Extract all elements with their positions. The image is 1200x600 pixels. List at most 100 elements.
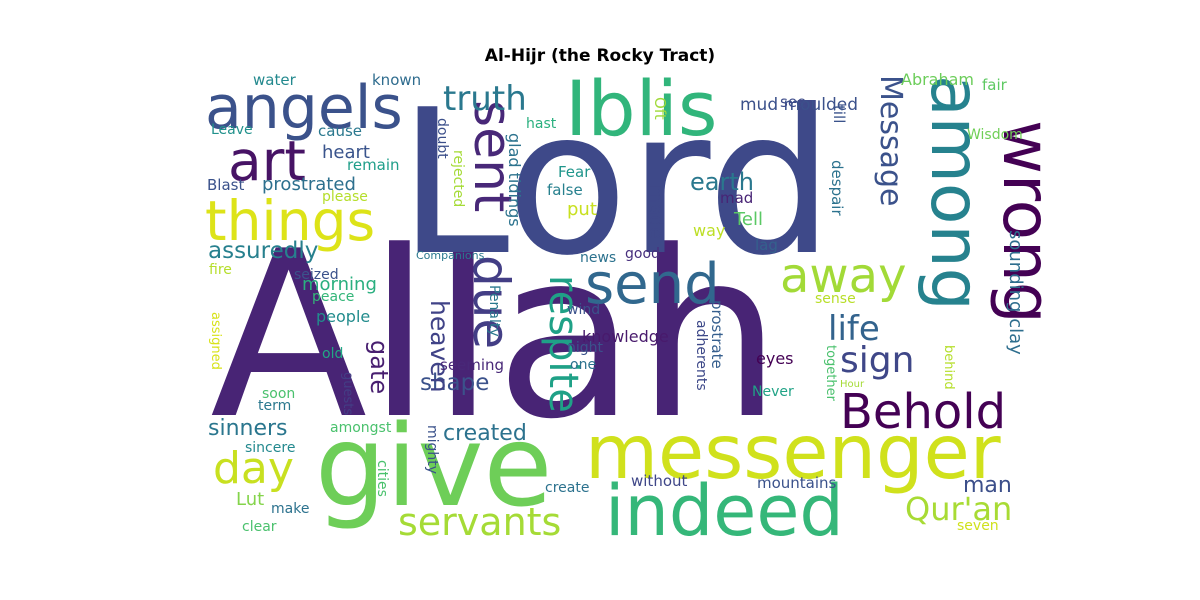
word-art: art (228, 129, 306, 193)
word-behind: behind (941, 345, 956, 390)
word-please: please (322, 189, 368, 205)
word-assuredly: assuredly (208, 238, 318, 264)
word-hast: hast (526, 116, 557, 132)
word-mud-moulded: mud moulded (740, 95, 858, 115)
word-soon: soon (262, 386, 295, 402)
word-prostrate: prostrate (708, 300, 726, 369)
word-sinners: sinners (208, 416, 288, 441)
word-blast: Blast (207, 176, 244, 194)
word-doubt: doubt (434, 118, 450, 159)
word-amongst: amongst (330, 420, 392, 436)
word-lag: lag (755, 236, 778, 254)
word-put: put (567, 199, 597, 220)
word-heart: heart (322, 142, 370, 163)
word-give: give (315, 402, 552, 532)
word-send: send (585, 252, 720, 317)
word-indeed: indeed (605, 470, 844, 552)
word-water: water (253, 71, 297, 89)
word-see: see (780, 93, 806, 111)
word-guests: guests (340, 372, 355, 415)
word-way: way (693, 221, 725, 240)
word-heaven: heaven (425, 300, 454, 393)
word-old: old (322, 346, 343, 362)
word-sincere: sincere (245, 440, 295, 456)
word-sent: sent (462, 100, 522, 212)
word-life: life (828, 309, 880, 349)
word-rejected: rejected (450, 150, 466, 207)
word-morning: morning (302, 274, 377, 295)
word-message: Message (873, 75, 908, 206)
word-peace: peace (312, 289, 354, 305)
word-together: together (823, 345, 838, 402)
word-people: people (316, 307, 370, 326)
word-without: without (631, 472, 688, 490)
word-abraham: Abraham (901, 70, 974, 89)
word-clear: clear (242, 519, 277, 535)
word-cause: cause (318, 122, 362, 140)
word-things: things (205, 189, 375, 253)
word-fear: Fear (558, 163, 591, 181)
word-remain: remain (347, 156, 400, 174)
word-penalty: Penalty (486, 285, 502, 337)
word-mad: mad (720, 189, 753, 207)
word-servants: servants (398, 500, 561, 544)
word-cities: cities (374, 460, 390, 497)
word-seeming: seeming (440, 356, 504, 374)
word-adherents: adherents (693, 320, 709, 391)
word-day: day (213, 443, 294, 494)
word-seized: seized (294, 267, 339, 283)
word-mountains: mountains (757, 474, 837, 492)
word-wrong: wrong (988, 120, 1065, 324)
word-companions: Companions (416, 249, 485, 262)
word-wisdom: Wisdom (967, 127, 1023, 143)
word-qur-an: Qur'an (905, 490, 1012, 528)
word-fair: fair (982, 76, 1008, 94)
word-prostrated: prostrated (262, 174, 356, 195)
word-respite: respite (540, 275, 586, 413)
word-sounding-clay: sounding clay (1005, 230, 1026, 355)
word-made: made (645, 185, 667, 239)
word-man: man (963, 473, 1012, 498)
word-sense: sense (815, 291, 856, 307)
word-leave: Leave (211, 122, 253, 138)
word-seven: seven (957, 518, 999, 534)
word-false: false (547, 181, 583, 199)
word-gate: gate (365, 340, 393, 394)
word-never: Never (752, 384, 794, 400)
word-news: news (580, 250, 616, 266)
word-behold: Behold (840, 384, 1006, 440)
word-messenger: messenger (585, 408, 1001, 496)
word-lut: Lut (236, 489, 264, 510)
word-tell: Tell (733, 209, 763, 230)
word-angels: angels (205, 73, 403, 143)
word-term: term (258, 398, 291, 414)
word-one: one (570, 357, 596, 373)
word-fire: fire (209, 262, 232, 278)
word-away: away (780, 248, 907, 304)
word-hour: Hour (840, 379, 865, 390)
chart-title: Al-Hijr (the Rocky Tract) (484, 46, 716, 66)
word-due: due (462, 255, 520, 349)
word-mighty: mighty (424, 425, 440, 474)
word-created: created (443, 421, 527, 446)
word-assigned: assigned (208, 312, 223, 370)
word-create: create (545, 480, 589, 496)
word-eyes: eyes (756, 349, 794, 368)
word-lord: Lord (398, 67, 834, 300)
word-wind: wind (567, 302, 600, 318)
word-among: among (915, 75, 994, 311)
word-sign: sign (840, 340, 914, 381)
word-oft: Oft (651, 97, 669, 120)
word-glad-tidings: glad tidings (505, 133, 524, 227)
word-allah: Allah (210, 203, 782, 470)
word-make: make (271, 501, 309, 517)
word-earth: earth (690, 168, 754, 196)
word-knowledge: knowledge (582, 327, 669, 346)
word-truth: truth (443, 79, 527, 119)
word-shape: shape (420, 370, 489, 396)
word-till: till (830, 105, 848, 123)
word-despair: despair (828, 160, 846, 216)
word-good: good (625, 246, 660, 262)
word-iblis: Iblis (565, 64, 717, 153)
